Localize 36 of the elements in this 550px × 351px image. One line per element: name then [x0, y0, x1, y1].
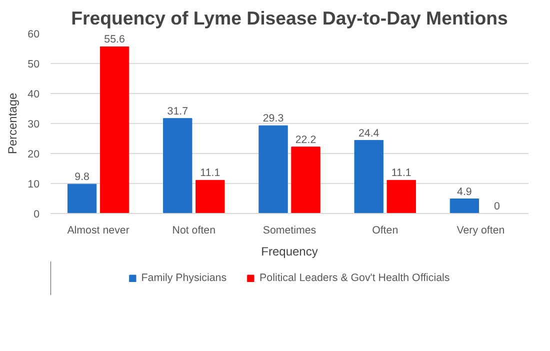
y-tick-label: 40 [28, 88, 40, 100]
bar [163, 118, 192, 214]
data-label: 24.4 [358, 127, 380, 140]
bar [258, 125, 288, 214]
x-tick-label: Almost never [67, 224, 130, 236]
bar [450, 198, 480, 214]
data-label: 11.1 [391, 167, 412, 180]
y-tick-label: 30 [28, 118, 40, 130]
chart-title: Frequency of Lyme Disease Day-to-Day Mentions [71, 8, 508, 28]
y-tick-label: 20 [28, 148, 40, 160]
bar [100, 46, 130, 214]
data-label: 4.9 [457, 186, 472, 198]
data-label: 29.3 [262, 112, 284, 125]
data-label: 11.1 [200, 167, 220, 180]
data-label: 22.2 [295, 134, 316, 146]
data-label: 55.6 [104, 34, 125, 46]
x-axis-title: Frequency [261, 244, 318, 258]
bar [386, 180, 416, 214]
legend-label: Political Leaders & Gov't Health Officials [260, 272, 450, 284]
y-tick-label: 0 [34, 208, 40, 220]
data-label: 0 [494, 200, 500, 212]
y-axis-title: Percentage [6, 92, 20, 154]
bar [354, 140, 384, 214]
y-tick-label: 50 [28, 58, 40, 70]
bar [67, 184, 97, 214]
x-tick-label: Not often [172, 224, 216, 236]
data-label: 31.7 [167, 105, 188, 118]
data-label: 9.8 [74, 171, 90, 184]
bar [291, 146, 320, 214]
y-tick-label: 10 [28, 178, 40, 190]
legend-label: Family Physicians [141, 272, 227, 284]
x-tick-label: Sometimes [262, 224, 316, 236]
x-tick-label: Very often [456, 224, 505, 236]
bar [196, 180, 225, 214]
x-tick-label: Often [372, 224, 398, 236]
y-tick-label: 60 [28, 28, 40, 40]
